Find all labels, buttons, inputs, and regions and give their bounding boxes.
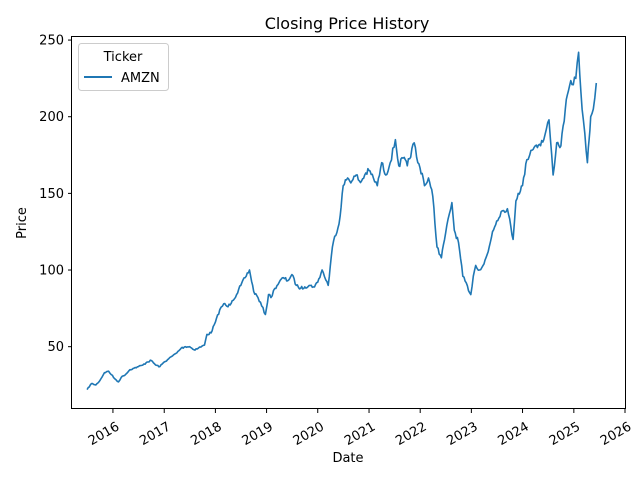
- series-layer: [86, 51, 598, 390]
- x-axis-title: Date: [332, 451, 363, 466]
- y-tick-label: 100: [39, 264, 64, 279]
- series-line-amzn: [86, 51, 598, 390]
- y-tick-label: 200: [39, 110, 64, 125]
- chart-title: Closing Price History: [265, 14, 430, 33]
- legend-frame: [78, 43, 169, 91]
- y-tick-label: 250: [39, 34, 64, 49]
- legend: Ticker AMZN: [78, 43, 169, 91]
- legend-label: AMZN: [121, 71, 160, 86]
- plot-area-frame: [71, 36, 626, 409]
- y-axis-title: Price: [15, 207, 30, 239]
- y-axis: 50 100 150 200 250: [39, 34, 72, 355]
- y-tick-label: 150: [39, 187, 64, 202]
- y-tick-label: 50: [47, 340, 64, 355]
- legend-title: Ticker: [103, 50, 143, 65]
